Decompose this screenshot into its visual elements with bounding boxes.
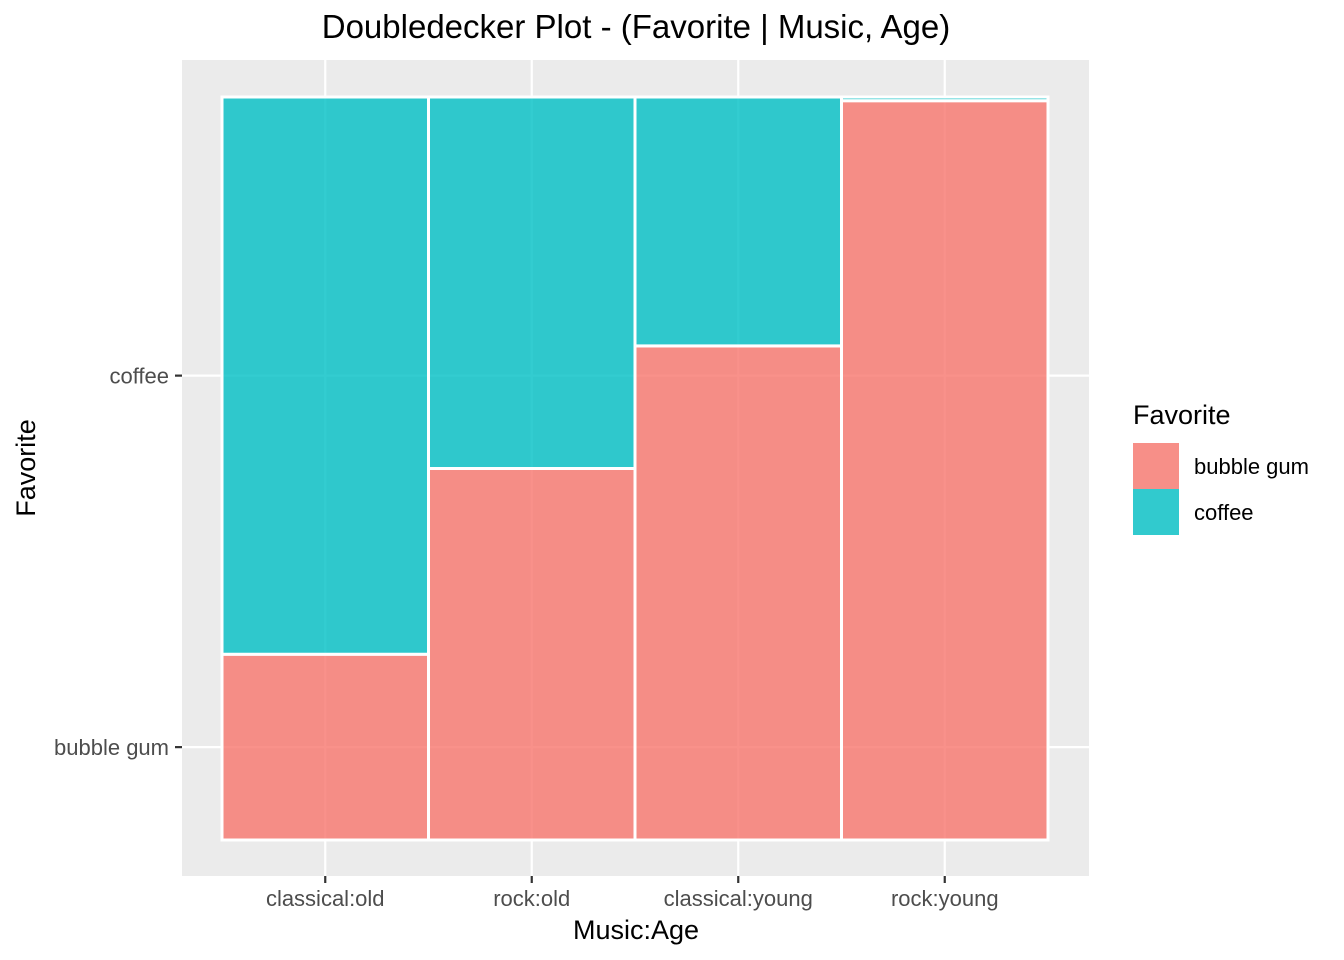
legend-swatch	[1133, 443, 1179, 489]
bar-segment	[220, 95, 430, 656]
y-axis-title: Favorite	[11, 419, 41, 517]
bar-segment	[427, 467, 637, 842]
chart-title: Doubledecker Plot - (Favorite | Music, A…	[322, 8, 950, 45]
x-tick-label: rock:old	[493, 886, 570, 911]
bar-segment	[633, 95, 843, 348]
y-tick-label: bubble gum	[54, 735, 169, 760]
x-tick-label: classical:old	[266, 886, 385, 911]
legend-swatch	[1133, 489, 1179, 535]
legend-label: coffee	[1194, 500, 1254, 525]
legend-label: bubble gum	[1194, 454, 1309, 479]
legend-title: Favorite	[1133, 400, 1231, 430]
x-axis-title: Music:Age	[573, 915, 699, 945]
bar-segment	[220, 652, 430, 842]
y-axis: bubble gum coffee	[54, 364, 182, 760]
bars	[220, 95, 1050, 842]
bar-segment	[840, 95, 1050, 103]
y-tick-label: coffee	[109, 364, 169, 389]
legend: Favorite bubble gum coffee	[1133, 400, 1309, 535]
x-tick-label: rock:young	[891, 886, 999, 911]
x-axis: classical:old rock:old classical:young rock…	[266, 876, 999, 911]
bar-segment	[427, 95, 637, 470]
bar-segment	[633, 344, 843, 842]
x-tick-label: classical:young	[664, 886, 813, 911]
bar-segment	[840, 99, 1050, 842]
